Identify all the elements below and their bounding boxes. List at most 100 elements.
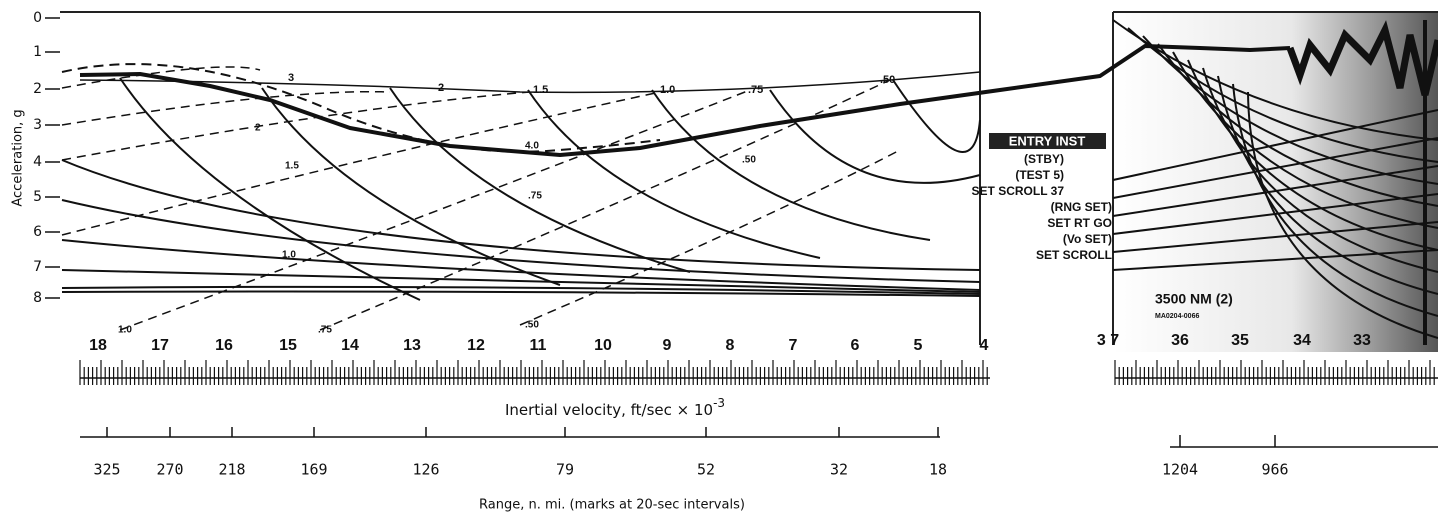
solid-curve [119, 77, 421, 301]
range-tick-label: 52 [697, 461, 715, 479]
solid-curve [389, 87, 691, 273]
upper-bound [79, 71, 981, 94]
panel-curve [1142, 35, 1438, 185]
dashed-curve-label: .75 [528, 191, 542, 202]
photo-id: MA0204-0066 [1155, 313, 1199, 320]
dashed-curve-label: 2 [255, 123, 261, 134]
range-tick-label: 18 [929, 461, 947, 479]
range-tick-label: 79 [556, 461, 574, 479]
note-line: SET RT GO [1047, 216, 1112, 230]
y-tick-label: 2 [33, 81, 42, 97]
velocity-tick-label: 15 [279, 337, 297, 354]
dashed-curve-label: .50 [742, 155, 756, 166]
velocity-axis-label: Inertial velocity, ft/sec × 10-3 [505, 396, 725, 419]
velocity-tick-label: 14 [341, 337, 359, 354]
solid-curve [261, 87, 561, 286]
solid-curve [527, 89, 821, 259]
velocity-tick-label: 35 [1231, 332, 1249, 349]
dashed-curve-label: 1.5 [285, 161, 299, 172]
velocity-tick-label: 8 [726, 337, 735, 354]
velocity-label: Inertial velocity, ft/sec × 10 [505, 401, 713, 419]
note-line: (RNG SET) [1051, 200, 1112, 214]
y-tick-label: 0 [33, 10, 42, 26]
velocity-exponent: -3 [713, 396, 725, 410]
solid-curve [769, 89, 981, 184]
panel-curve [1217, 75, 1438, 295]
dashed-curve-label: 1.0 [118, 325, 132, 336]
dashed-curve [61, 90, 391, 126]
velocity-tick-label: 10 [594, 337, 612, 354]
panel-line [1112, 221, 1438, 253]
solid-curve-label: 3 [288, 72, 294, 84]
solid-curve [892, 79, 981, 153]
panel-line [1112, 249, 1438, 271]
solid-curve-label: .75 [748, 84, 763, 96]
velocity-tick-label: 18 [89, 337, 107, 354]
curves [61, 19, 1438, 345]
panel-line [1112, 137, 1438, 199]
velocity-tick-label: 36 [1171, 332, 1189, 349]
solid-curve [61, 239, 981, 291]
dashed-curve-label: .50 [525, 320, 539, 331]
y-tick-label: 6 [33, 224, 42, 240]
note-line: SET SCROLL [1036, 248, 1112, 262]
panel-curve [1187, 59, 1438, 251]
velocity-tick-label: 13 [403, 337, 421, 354]
velocity-tick-label: 11 [530, 337, 547, 354]
dashed-curve-label: 4.0 [525, 141, 539, 152]
panel-line [1112, 109, 1438, 181]
solid-curve-label: .50 [880, 74, 895, 86]
y-tick-label: 3 [33, 117, 42, 133]
y-axis-label: Acceleration, g [11, 109, 26, 206]
dashed-curve [119, 89, 751, 331]
range-tick-label: 169 [300, 461, 327, 479]
scroll-label: 3500 NM (2) [1155, 291, 1233, 307]
velocity-tick-label: 12 [467, 337, 485, 354]
y-tick-label: 7 [33, 259, 42, 275]
velocity-tick-label: 9 [663, 337, 672, 354]
solid-curve [61, 199, 981, 283]
range-tick-label: 218 [218, 461, 245, 479]
velocity-tick-label: 16 [215, 337, 233, 354]
panel-curve [1232, 83, 1438, 317]
panel-curve [1157, 43, 1438, 207]
velocity-tick-label: 33 [1353, 332, 1371, 349]
velocity-tick-label: 34 [1293, 332, 1311, 349]
solid-curve [61, 290, 981, 297]
velocity-tick-label: 17 [151, 337, 169, 354]
panel-curve [1247, 91, 1438, 339]
note-line: (STBY) [1024, 152, 1064, 166]
range-tick-label: 32 [830, 461, 848, 479]
dashed-curve [61, 66, 261, 89]
range-tick-label: 966 [1261, 461, 1288, 479]
scanned-panel [1113, 12, 1438, 352]
solid-curve [61, 159, 981, 271]
solid-curve-label: 1.5 [533, 84, 548, 96]
dashed-curve [61, 91, 531, 161]
y-tick-label: 5 [33, 189, 42, 205]
panel-line [1112, 165, 1438, 217]
velocity-tick-label: 5 [914, 337, 923, 354]
note-line: (TEST 5) [1015, 168, 1064, 182]
solid-curve-label: 1.0 [660, 84, 675, 96]
note-line: (Vo SET) [1063, 232, 1112, 246]
y-tick-label: 1 [33, 44, 42, 60]
panel-curve [1172, 51, 1438, 229]
solid-curve [61, 285, 981, 295]
dashed-curve-label: .75 [318, 325, 332, 336]
trace [79, 44, 1291, 157]
range-tick-label: 270 [156, 461, 183, 479]
range-axis-label: Range, n. mi. (marks at 20-sec intervals… [479, 498, 745, 513]
dashed-curve-label: 1.0 [282, 250, 296, 261]
velocity-tick-label: 4 [980, 337, 989, 354]
dashed-curve [519, 149, 901, 326]
note-header: ENTRY INST [1009, 133, 1086, 148]
note-header-box [989, 133, 1106, 149]
velocity-tick-label: 3 7 [1097, 332, 1119, 349]
velocity-tick-label: 7 [789, 337, 798, 354]
note-line: SET SCROLL 37 [972, 184, 1065, 198]
dashed-curve [61, 91, 661, 236]
panel-line [1112, 193, 1438, 235]
